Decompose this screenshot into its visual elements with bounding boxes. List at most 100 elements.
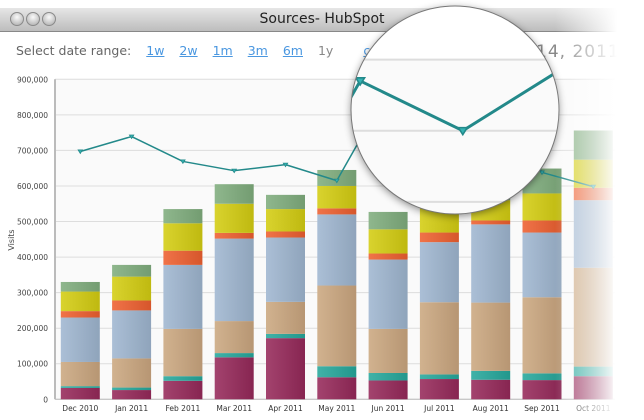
minimize-window-button[interactable] (26, 12, 40, 26)
bar-segment[interactable] (163, 328, 203, 377)
bar-segment[interactable] (368, 211, 408, 230)
bar-segment[interactable] (266, 209, 305, 232)
bar-segment[interactable] (471, 379, 511, 400)
range-3m-link[interactable]: 3m (247, 43, 268, 58)
line-marker[interactable] (179, 159, 186, 165)
bar-segment[interactable] (368, 372, 408, 381)
bar-segment[interactable] (214, 321, 254, 354)
bar-segment[interactable] (522, 232, 562, 298)
bar-segment[interactable] (60, 281, 100, 292)
bar-segment[interactable] (317, 169, 357, 186)
line-marker[interactable] (231, 168, 238, 174)
bar-segment[interactable] (60, 317, 100, 362)
bar-segment[interactable] (214, 353, 254, 358)
bar-segment[interactable] (471, 220, 511, 225)
line-marker[interactable] (128, 134, 135, 140)
bar-segment[interactable] (60, 311, 100, 318)
bar-segment[interactable] (317, 208, 357, 215)
visits-line-segment (182, 160, 235, 172)
window-titlebar: Sources- HubSpot (0, 8, 644, 32)
bar-segment[interactable] (214, 238, 254, 322)
bar-segment[interactable] (368, 229, 408, 254)
bar-segment[interactable] (522, 373, 562, 381)
y-tick-label: 900,000 (17, 75, 48, 84)
bar-segment[interactable] (214, 184, 254, 204)
bar-segment[interactable] (522, 380, 562, 400)
line-marker[interactable] (456, 126, 469, 137)
bar-segment[interactable] (266, 231, 305, 238)
bar-segment[interactable] (112, 264, 152, 277)
bar-segment[interactable] (573, 200, 613, 268)
y-axis-label: Visits (7, 229, 16, 250)
line-marker[interactable] (77, 149, 84, 155)
bar-segment[interactable] (317, 185, 357, 209)
bar-segment[interactable] (368, 328, 408, 373)
x-tick-label: Oct 2011 (576, 404, 611, 413)
bar-segment[interactable] (368, 259, 408, 329)
bar-segment[interactable] (60, 361, 100, 387)
bar-segment[interactable] (163, 376, 203, 381)
bar-segment[interactable] (317, 366, 357, 378)
bar-segment[interactable] (471, 302, 511, 371)
bar-segment[interactable] (573, 187, 613, 201)
zoom-window-button[interactable] (42, 12, 56, 26)
bar-segment[interactable] (60, 291, 100, 312)
bar-segment[interactable] (163, 264, 203, 329)
bar-segment[interactable] (266, 194, 305, 210)
line-marker[interactable] (333, 178, 340, 184)
bar-segment[interactable] (368, 380, 408, 400)
visits-line-segment (284, 163, 338, 182)
bar-segment[interactable] (112, 358, 152, 388)
range-6m-link[interactable]: 6m (282, 43, 303, 58)
line-marker[interactable] (354, 77, 367, 87)
close-window-button[interactable] (10, 12, 24, 26)
bar-segment[interactable] (573, 376, 613, 400)
bar-segment[interactable] (522, 297, 562, 374)
range-2w-link[interactable]: 2w (179, 43, 198, 58)
bar-segment[interactable] (419, 232, 459, 243)
bar-segment[interactable] (163, 209, 203, 224)
bar-segment[interactable] (368, 253, 408, 260)
y-tick-label: 500,000 (17, 218, 48, 227)
range-1w-link[interactable]: 1w (146, 43, 165, 58)
bar-segment[interactable] (266, 301, 305, 334)
bar-segment[interactable] (112, 387, 152, 391)
bar-segment[interactable] (419, 302, 459, 375)
bar-segment[interactable] (163, 380, 203, 400)
visits-line-segment (358, 79, 465, 133)
bar-segment[interactable] (419, 379, 459, 400)
bar-segment[interactable] (112, 310, 152, 359)
bar-segment[interactable] (573, 130, 613, 160)
bar-segment[interactable] (419, 374, 459, 380)
date-range-label: Select date range: (16, 43, 132, 58)
bar-segment[interactable] (471, 224, 511, 303)
bar-segment[interactable] (317, 377, 357, 400)
line-marker[interactable] (539, 170, 545, 176)
line-marker[interactable] (282, 162, 289, 168)
bar-segment[interactable] (266, 338, 305, 400)
bar-segment[interactable] (471, 370, 511, 380)
bar-segment[interactable] (419, 242, 459, 303)
bar-segment[interactable] (163, 223, 203, 251)
bar-segment[interactable] (266, 333, 305, 339)
bar-segment[interactable] (214, 203, 254, 233)
bar-segment[interactable] (163, 250, 203, 265)
bar-segment[interactable] (522, 220, 562, 233)
magnifier-lens (350, 5, 560, 215)
bar-segment[interactable] (214, 232, 254, 239)
bar-segment[interactable] (317, 214, 357, 286)
x-tick-label: Jul 2011 (423, 404, 455, 413)
bar-segment[interactable] (112, 300, 152, 311)
bar-segment[interactable] (573, 366, 613, 377)
bar-segment[interactable] (522, 193, 562, 221)
bar-segment[interactable] (317, 285, 357, 367)
bar-segment[interactable] (573, 267, 613, 367)
bar-segment[interactable] (112, 276, 152, 301)
bar-segment[interactable] (214, 357, 254, 400)
bar-segment[interactable] (60, 386, 100, 388)
bar-segment[interactable] (112, 390, 152, 400)
bar-segment[interactable] (60, 387, 100, 400)
bar-segment[interactable] (266, 237, 305, 302)
range-1m-link[interactable]: 1m (212, 43, 233, 58)
y-tick-label: 400,000 (17, 253, 48, 262)
